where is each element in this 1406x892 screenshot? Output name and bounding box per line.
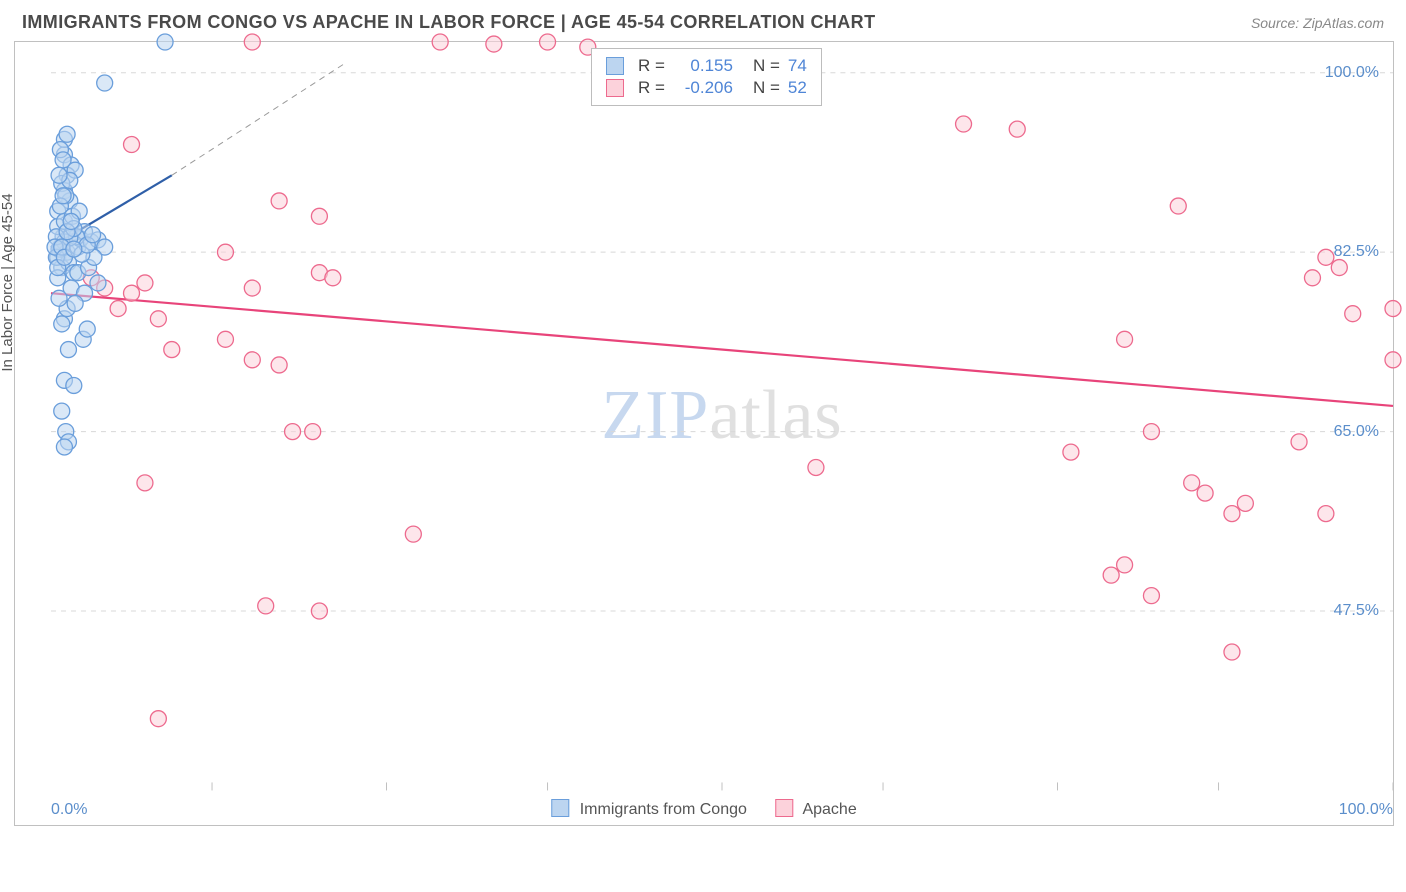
stats-row-blue: R = 0.155 N = 74 — [606, 55, 807, 77]
y-tick-label: 82.5% — [1334, 243, 1379, 261]
swatch-pink-icon — [775, 799, 793, 817]
legend-item-blue: Immigrants from Congo — [551, 799, 747, 819]
bottom-legend: Immigrants from Congo Apache — [551, 799, 856, 819]
y-tick-label: 65.0% — [1334, 423, 1379, 441]
stats-legend: R = 0.155 N = 74 R = -0.206 N = 52 — [591, 48, 822, 106]
y-axis-title: In Labor Force | Age 45-54 — [0, 193, 16, 371]
chart-container: In Labor Force | Age 45-54 ZIPatlas R = … — [14, 41, 1394, 826]
chart-title: IMMIGRANTS FROM CONGO VS APACHE IN LABOR… — [22, 12, 875, 33]
stats-row-pink: R = -0.206 N = 52 — [606, 77, 807, 99]
swatch-blue — [606, 57, 624, 75]
scatter-svg — [51, 42, 1393, 790]
source-label: Source: ZipAtlas.com — [1251, 15, 1384, 31]
legend-item-pink: Apache — [775, 799, 857, 819]
plot-area: ZIPatlas R = 0.155 N = 74 R = -0.206 N =… — [51, 42, 1393, 789]
x-min-label: 0.0% — [51, 801, 87, 819]
y-tick-label: 47.5% — [1334, 602, 1379, 620]
x-max-label: 100.0% — [1339, 801, 1393, 819]
y-tick-label: 100.0% — [1325, 64, 1379, 82]
swatch-blue-icon — [551, 799, 569, 817]
swatch-pink — [606, 79, 624, 97]
